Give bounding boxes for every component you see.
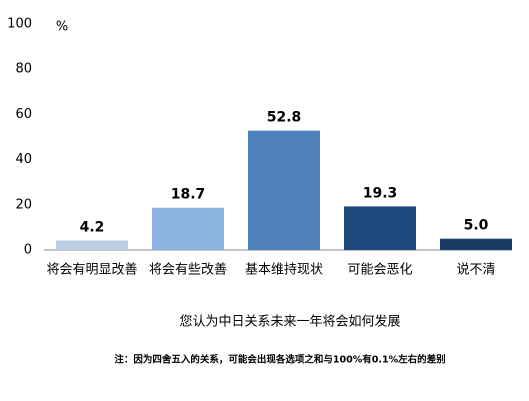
x-tick-label: 基本维持现状 [245, 263, 323, 278]
bar [152, 207, 224, 250]
value-label: 19.3 [363, 185, 398, 201]
y-unit: % [56, 20, 68, 35]
x-tick-label: 可能会恶化 [347, 263, 412, 278]
x-tick-label: 说不清 [456, 263, 495, 278]
y-tick-label: 80 [15, 62, 32, 77]
bar [344, 206, 416, 250]
bar [56, 240, 128, 250]
x-tick-label: 将会有明显改善 [46, 262, 137, 278]
value-label: 18.7 [171, 187, 206, 203]
value-label: 52.8 [267, 110, 302, 126]
bar [248, 130, 320, 250]
x-tick-label: 将会有些改善 [149, 262, 227, 278]
bar [440, 238, 512, 250]
y-tick-label: 20 [15, 197, 32, 212]
value-label: 5.0 [464, 218, 489, 234]
value-label: 4.2 [80, 220, 105, 236]
y-tick-label: 100 [7, 17, 32, 32]
x-axis-title: 您认为中日关系未来一年将会如何发展 [179, 314, 400, 330]
y-tick-label: 40 [15, 152, 32, 167]
y-tick-label: 60 [15, 107, 32, 122]
y-tick-label: 0 [24, 243, 32, 258]
footnote: 注：因为四舍五入的关系，可能会出现各选项之和与100%有0.1%左右的差别 [114, 354, 445, 366]
